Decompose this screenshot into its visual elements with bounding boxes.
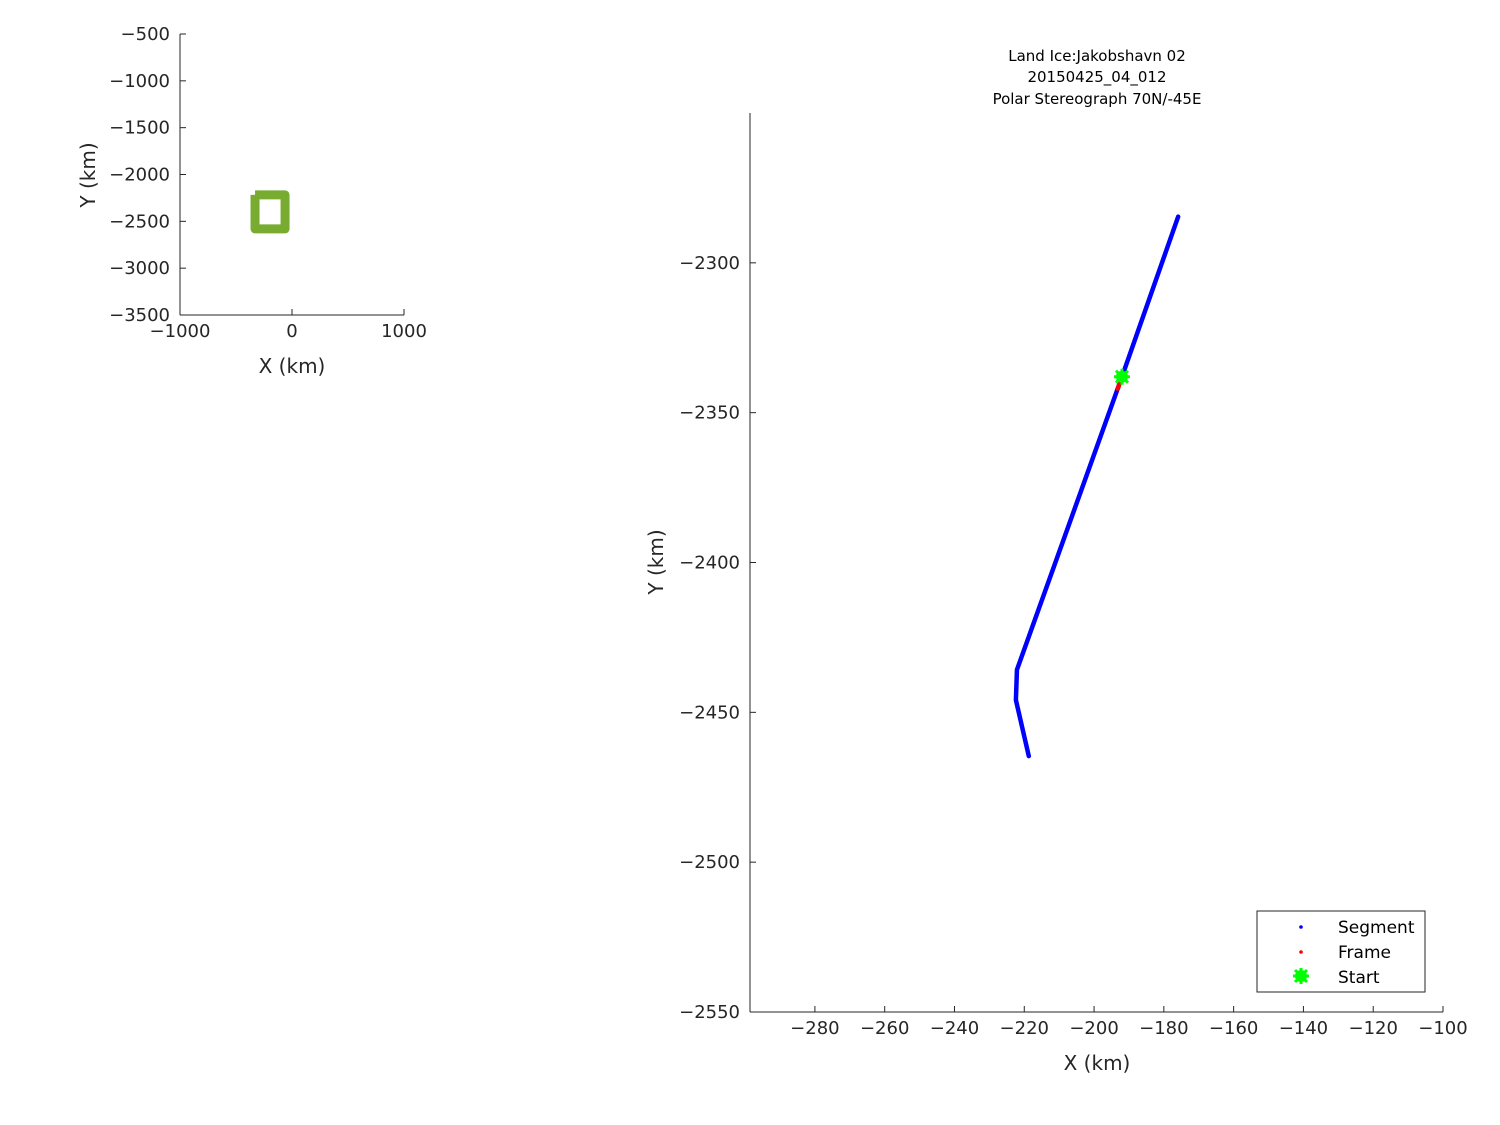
legend-segment-marker <box>1299 925 1303 929</box>
x-tick-label: −160 <box>1209 1018 1258 1039</box>
legend-frame-label: Frame <box>1338 943 1391 963</box>
y-tick-label: −1000 <box>109 71 170 92</box>
legend-start-label: Start <box>1338 968 1380 988</box>
segment-line <box>1013 214 1181 759</box>
x-tick-label: −1000 <box>150 321 211 342</box>
overview-xlabel: X (km) <box>259 354 326 378</box>
main-title-line-3: Polar Stereograph 70N/-45E <box>993 90 1202 108</box>
y-tick-label: −1500 <box>109 118 170 139</box>
y-tick-label: −2500 <box>109 211 170 232</box>
x-tick-label: −200 <box>1069 1018 1118 1039</box>
legend-frame-marker <box>1299 950 1303 954</box>
main-xlabel: X (km) <box>1064 1051 1131 1075</box>
legend: Segment Frame Start <box>1256 910 1426 993</box>
y-tick-label: −2300 <box>679 253 740 274</box>
main-title-line-1: Land Ice:Jakobshavn 02 <box>1008 47 1186 65</box>
main-ylabel: Y (km) <box>644 529 668 595</box>
start-marker <box>1113 368 1130 385</box>
y-tick-label: −2350 <box>679 403 740 424</box>
x-tick-label: −280 <box>790 1018 839 1039</box>
y-tick-label: −2550 <box>679 1002 740 1023</box>
overview-ylabel: Y (km) <box>76 142 100 208</box>
x-tick-label: −240 <box>930 1018 979 1039</box>
overview-axes: −1000 0 1000 −500 −1000 −1500 −2000 −2500 −3000 −… <box>109 24 427 342</box>
overview-segment-outline <box>250 190 290 234</box>
x-tick-label: −120 <box>1348 1018 1397 1039</box>
x-tick-label: −180 <box>1139 1018 1188 1039</box>
y-tick-label: −3500 <box>109 305 170 326</box>
x-tick-label: −260 <box>860 1018 909 1039</box>
x-tick-label: 0 <box>286 321 297 342</box>
y-tick-label: −2400 <box>679 553 740 574</box>
main-title-line-2: 20150425_04_012 <box>1027 68 1166 87</box>
y-tick-label: −2500 <box>679 852 740 873</box>
y-tick-label: −3000 <box>109 258 170 279</box>
x-tick-label: −100 <box>1418 1018 1467 1039</box>
legend-box <box>1256 910 1426 993</box>
x-tick-label: −220 <box>1000 1018 1049 1039</box>
legend-segment-label: Segment <box>1338 918 1415 938</box>
start-marker-star <box>1113 368 1130 385</box>
y-tick-label: −500 <box>121 24 170 45</box>
y-tick-label: −2450 <box>679 702 740 723</box>
y-tick-label: −2000 <box>109 165 170 186</box>
legend-start-marker <box>1293 968 1309 984</box>
main-axes: −280 −260 −240 −220 −200 −180 −160 −140 −120 −100… <box>679 113 1468 1039</box>
x-tick-label: 1000 <box>381 321 427 342</box>
x-tick-label: −140 <box>1279 1018 1328 1039</box>
